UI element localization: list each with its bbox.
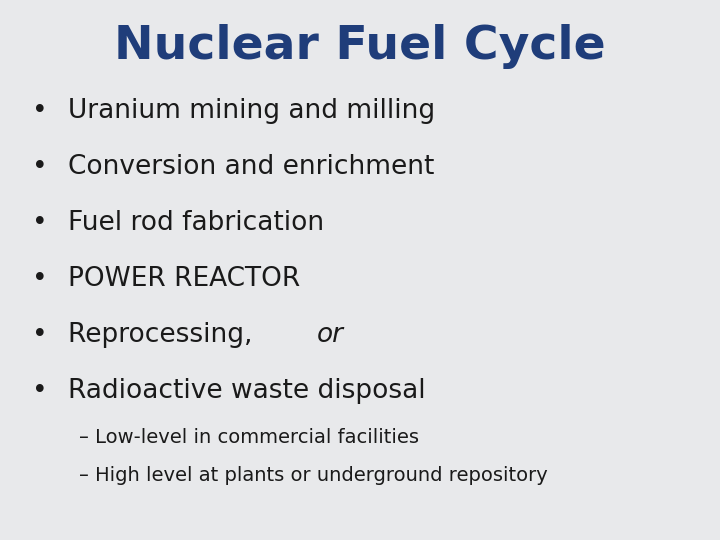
Text: •: • bbox=[32, 322, 48, 348]
Text: – High level at plants or underground repository: – High level at plants or underground re… bbox=[79, 465, 548, 485]
Text: – Low-level in commercial facilities: – Low-level in commercial facilities bbox=[79, 428, 419, 447]
Text: or: or bbox=[318, 322, 344, 348]
Text: •: • bbox=[32, 210, 48, 236]
Text: •: • bbox=[32, 379, 48, 404]
Text: Radioactive waste disposal: Radioactive waste disposal bbox=[68, 379, 426, 404]
Text: Uranium mining and milling: Uranium mining and milling bbox=[68, 98, 436, 124]
Text: •: • bbox=[32, 98, 48, 124]
Text: Fuel rod fabrication: Fuel rod fabrication bbox=[68, 210, 325, 236]
Text: Nuclear Fuel Cycle: Nuclear Fuel Cycle bbox=[114, 24, 606, 69]
Text: Reprocessing,: Reprocessing, bbox=[68, 322, 261, 348]
Text: POWER REACTOR: POWER REACTOR bbox=[68, 266, 301, 292]
Text: •: • bbox=[32, 266, 48, 292]
Text: Conversion and enrichment: Conversion and enrichment bbox=[68, 154, 435, 180]
Text: •: • bbox=[32, 154, 48, 180]
